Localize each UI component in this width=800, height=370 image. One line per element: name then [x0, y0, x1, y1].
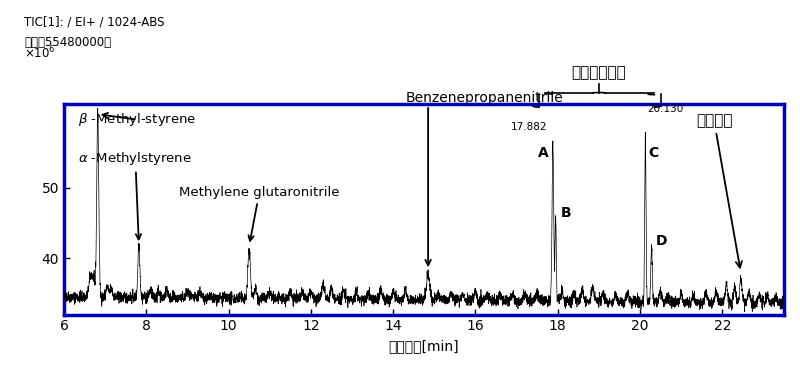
- Text: Benzenepropanenitrile: Benzenepropanenitrile: [406, 91, 563, 105]
- Text: $\alpha$ -Methylstyrene: $\alpha$ -Methylstyrene: [78, 150, 192, 239]
- Text: D: D: [656, 234, 667, 248]
- Text: Methylene glutaronitrile: Methylene glutaronitrile: [179, 185, 340, 241]
- Text: 未知成分: 未知成分: [696, 113, 742, 268]
- Text: 混成ダイマー: 混成ダイマー: [571, 65, 626, 80]
- Text: $\beta$ -Methyl-styrene: $\beta$ -Methyl-styrene: [78, 111, 197, 128]
- Text: A: A: [538, 146, 549, 160]
- Text: TIC[1]: / EI+ / 1024-ABS: TIC[1]: / EI+ / 1024-ABS: [24, 15, 165, 28]
- Text: 17.882: 17.882: [511, 122, 547, 132]
- Text: B: B: [561, 206, 572, 219]
- Text: $\times$10$^6$: $\times$10$^6$: [24, 44, 56, 61]
- X-axis label: 経過時間[min]: 経過時間[min]: [389, 339, 459, 353]
- Text: 強度（55480000）: 強度（55480000）: [24, 36, 111, 49]
- Text: C: C: [648, 146, 658, 160]
- Text: 20.130: 20.130: [647, 104, 684, 114]
